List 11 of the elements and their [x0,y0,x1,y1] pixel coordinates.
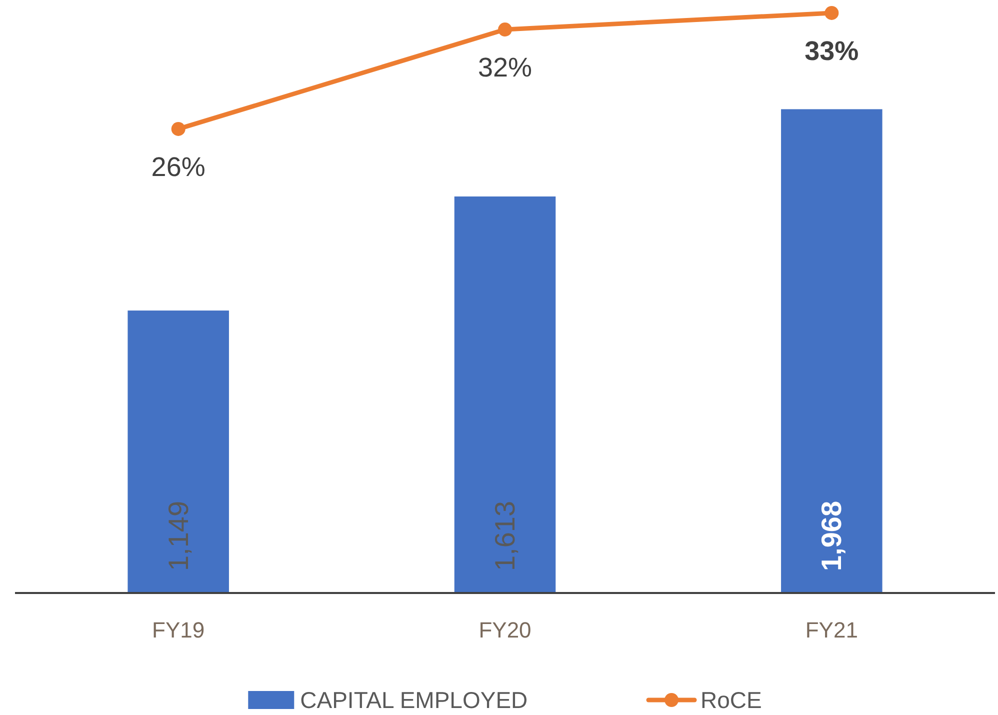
data-label: 32% [478,52,532,83]
x-tick-label: FY21 [805,618,858,642]
legend-label: CAPITAL EMPLOYED [300,687,528,713]
x-tick-label: FY20 [478,618,532,642]
x-tick-label: FY19 [152,618,205,642]
data-label: 1,613 [490,500,520,571]
data-label: 1,968 [816,500,848,571]
data-label: 26% [151,152,206,182]
data-label: 33% [804,36,859,66]
data-label: 1,149 [162,500,194,571]
legend-label: RoCE [700,687,762,713]
